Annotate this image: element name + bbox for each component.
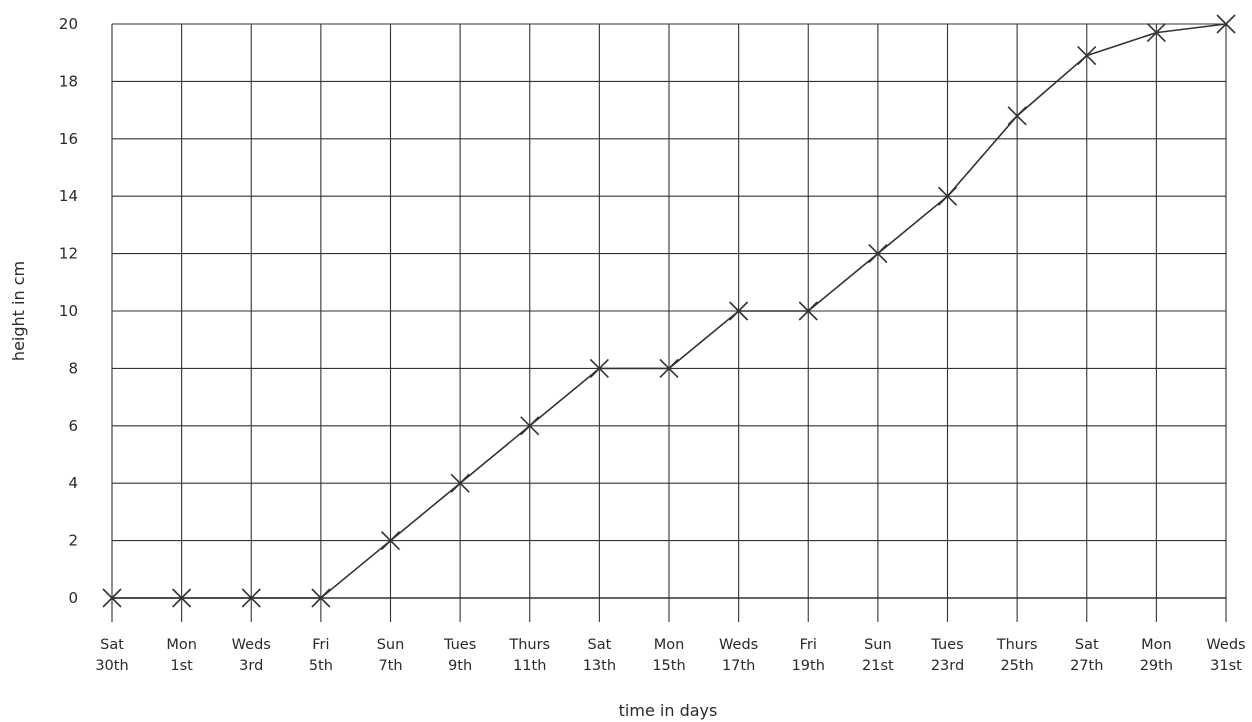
x-tick-label: Weds 31st xyxy=(1206,637,1245,674)
data-point-marker xyxy=(589,358,609,378)
data-point-marker xyxy=(102,588,122,608)
data-point-marker xyxy=(798,301,818,321)
data-point-marker xyxy=(729,301,749,321)
y-tick-label: 2 xyxy=(68,532,78,550)
x-tick-label: Thurs 11th xyxy=(508,637,550,674)
x-axis-label: time in days xyxy=(619,701,718,720)
data-point-marker xyxy=(520,416,540,436)
y-tick-label: 10 xyxy=(59,302,78,320)
data-point-marker xyxy=(659,358,679,378)
data-point-marker xyxy=(1007,106,1027,126)
grid xyxy=(111,23,1227,622)
y-axis-ticks: 0 2 4 6 8 10 12 14 16 18 20 xyxy=(59,15,78,607)
y-tick-label: 0 xyxy=(68,589,78,607)
data-point-marker xyxy=(450,473,470,493)
data-point-marker xyxy=(937,186,958,206)
data-point-marker xyxy=(380,531,401,551)
x-tick-label: Sun 7th xyxy=(377,637,405,674)
data-point-marker xyxy=(1146,23,1166,43)
data-point-marker xyxy=(172,588,192,608)
x-axis-ticks: Sat 30th Mon 1st Weds 3rd Fri 5th Sun 7th Tues 9th T… xyxy=(95,637,1245,674)
data-point-marker xyxy=(241,588,261,608)
y-tick-label: 20 xyxy=(59,15,78,33)
y-tick-label: 16 xyxy=(59,130,78,148)
x-tick-label: Thurs 25th xyxy=(996,637,1038,674)
series-markers xyxy=(102,14,1236,608)
x-tick-label: Weds 3rd xyxy=(232,637,271,674)
x-tick-label: Mon 29th xyxy=(1140,637,1173,674)
y-tick-label: 18 xyxy=(59,72,78,90)
x-tick-label: Tues 23rd xyxy=(930,637,964,674)
y-tick-label: 12 xyxy=(59,245,78,263)
data-point-marker xyxy=(311,588,331,608)
x-tick-label: Sat 13th xyxy=(583,637,616,674)
x-tick-label: Sat 30th xyxy=(95,637,128,674)
x-tick-label: Weds 17th xyxy=(719,637,758,674)
x-tick-label: Fri 5th xyxy=(309,637,333,674)
data-point-marker xyxy=(1077,46,1097,66)
y-tick-label: 4 xyxy=(68,474,78,492)
y-tick-label: 14 xyxy=(59,187,78,205)
x-tick-label: Fri 19th xyxy=(792,637,825,674)
x-tick-label: Mon 15th xyxy=(652,637,685,674)
x-tick-label: Mon 1st xyxy=(166,637,197,674)
x-tick-label: Sat 27th xyxy=(1070,637,1103,674)
data-point-marker xyxy=(868,244,888,264)
x-tick-label: Sun 21st xyxy=(862,637,894,674)
y-axis-label: height in cm xyxy=(9,261,28,361)
x-tick-label: Tues 9th xyxy=(443,637,476,674)
data-point-marker xyxy=(1216,14,1236,34)
y-tick-label: 6 xyxy=(68,417,78,435)
y-tick-label: 8 xyxy=(68,359,78,377)
